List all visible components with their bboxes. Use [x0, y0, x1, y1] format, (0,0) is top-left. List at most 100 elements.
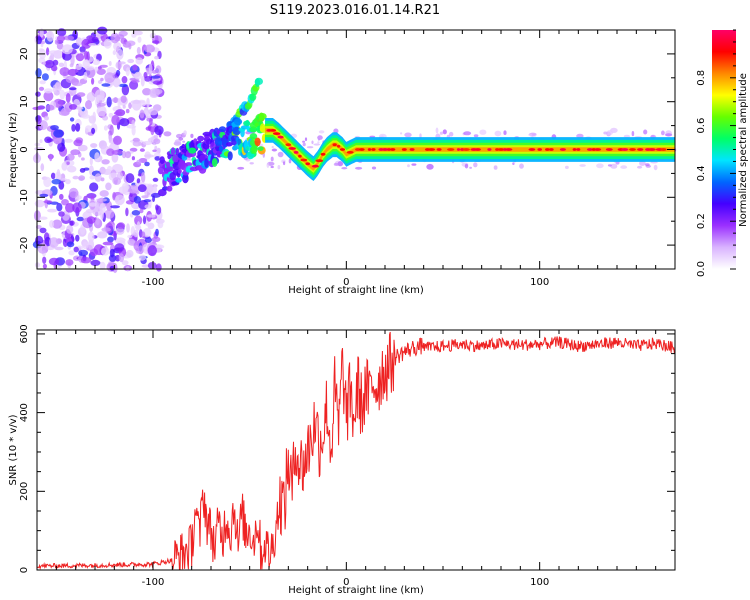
- spectrogram-noise-blob: [108, 112, 114, 118]
- spectrogram-noise-blob: [132, 140, 142, 147]
- spectrogram-peak-blob: [559, 148, 567, 151]
- spectrogram-noise-blob: [144, 237, 152, 244]
- spectrogram-noise-blob: [277, 151, 284, 158]
- spectrogram-noise-blob: [603, 131, 608, 135]
- spectrogram-noise-blob: [59, 193, 64, 200]
- spectrogram-peak-blob: [320, 152, 326, 156]
- spectrogram-noise-blob: [141, 231, 146, 239]
- spectrogram-noise-blob: [73, 246, 79, 253]
- spectrogram-ylabel: Frequency (Hz): [8, 112, 19, 188]
- spectrogram-noise-blob: [39, 193, 49, 198]
- spectrogram-noise-blob: [528, 133, 533, 136]
- spectrogram-noise-blob: [65, 93, 71, 103]
- spectrogram-noise-blob: [69, 63, 74, 68]
- spectrogram-peak-blob: [505, 148, 513, 151]
- colorbar-label: Normalized spectral amplitude: [738, 73, 749, 227]
- spectrogram-ridge-blob: [218, 126, 227, 133]
- spectrogram-noise-blob: [104, 72, 115, 83]
- spectrogram-noise-blob: [151, 88, 163, 95]
- spectrogram-branch-blob: [254, 77, 263, 85]
- spectrogram-noise-blob: [115, 61, 123, 69]
- colorbar-ticks: 0.0 0.2 0.4 0.6 0.8: [696, 29, 736, 277]
- spectrogram-noise-blob: [127, 58, 135, 64]
- spectrogram-noise-blob: [147, 262, 157, 270]
- snr-y-ticks: 0 200 400 600: [19, 324, 675, 573]
- spectrogram-noise-blob: [119, 118, 130, 127]
- spectrogram-noise-blob: [82, 241, 89, 250]
- spectrogram-noise-blob: [113, 135, 122, 145]
- spectrogram-noise-blob: [277, 165, 281, 170]
- spectrogram-noise-blob: [117, 98, 121, 109]
- spectrogram-noise-blob: [112, 50, 117, 56]
- spectrogram-noise-blob: [596, 163, 604, 169]
- spectrogram-noise-blob: [155, 228, 159, 237]
- spectrogram-noise-blob: [37, 242, 48, 254]
- spectrogram-noise-blob: [473, 162, 478, 168]
- spectrogram-noise-blob: [39, 80, 46, 85]
- spectrogram-noise-blob: [146, 185, 154, 192]
- spectrogram-noise-blob: [407, 164, 410, 168]
- spectrogram-peak-blob: [462, 148, 470, 151]
- spectrogram-noise-blob: [48, 237, 59, 248]
- spectrogram-noise-blob: [607, 164, 612, 167]
- spectrogram-noise-blob: [143, 71, 148, 79]
- spectrogram-noise-blob: [304, 137, 308, 141]
- spectrogram-noise-blob: [118, 253, 125, 263]
- spectrogram-noise-blob: [39, 216, 48, 220]
- spectrogram-noise-blob: [58, 110, 70, 116]
- spectrogram-noise-blob: [46, 138, 54, 143]
- spectrogram-noise-blob: [371, 166, 377, 170]
- spectrogram-noise-blob: [183, 130, 187, 136]
- spectrogram-peak-blob: [277, 135, 284, 139]
- x-tick-label: 0: [343, 277, 349, 288]
- spectrogram-noise-blob: [143, 154, 155, 158]
- spectrogram-noise-blob: [144, 204, 152, 209]
- spectrogram-noise-blob: [40, 163, 45, 172]
- spectrogram-noise-blob: [157, 220, 164, 229]
- spectrogram-noise-blob: [400, 132, 403, 135]
- spectrogram-noise-blob: [82, 59, 91, 69]
- spectrogram-noise-blob: [137, 36, 142, 43]
- spectrogram-noise-blob: [152, 177, 159, 182]
- spectrogram-noise-blob: [72, 175, 79, 180]
- spectrogram-noise-blob: [64, 138, 73, 143]
- spectrogram-noise-blob: [54, 39, 59, 45]
- spectrogram-noise-blob: [96, 198, 108, 202]
- spectrogram-noise-blob: [131, 32, 137, 38]
- spectrogram-noise-blob: [109, 265, 115, 271]
- spectrogram-noise-blob: [151, 70, 158, 74]
- spectrogram-noise-blob: [131, 210, 141, 216]
- spectrogram-noise-blob: [111, 114, 120, 126]
- spectrogram-noise-blob: [108, 61, 112, 66]
- spectrogram-noise-blob: [121, 84, 130, 96]
- spectrogram-noise-blob: [144, 44, 155, 53]
- spectrogram-ridge-blob: [175, 147, 180, 156]
- spectrogram-noise-blob: [50, 125, 59, 131]
- spectrogram-noise-blob: [89, 182, 99, 192]
- spectrogram-noise-blob: [69, 87, 77, 91]
- spectrogram-ridge-blob: [204, 158, 209, 168]
- spectrogram-ridge-blob: [185, 162, 193, 167]
- x-tick-label: -100: [142, 277, 165, 288]
- spectrogram-noise-blob: [101, 247, 110, 256]
- spectrogram-noise-blob: [97, 231, 108, 239]
- spectrogram-noise-blob: [153, 134, 159, 139]
- spectrogram-noise-blob: [579, 164, 586, 167]
- spectrogram-noise-blob: [449, 131, 454, 137]
- spectrogram-ridge-blob: [211, 158, 218, 167]
- spectrogram-peak-blob: [381, 148, 389, 151]
- spectrogram-noise-blob: [302, 140, 306, 143]
- spectrogram-peak-blob: [293, 151, 299, 154]
- spectrogram-noise-blob: [80, 257, 92, 264]
- spectrogram-xlabel: Height of straight line (km): [288, 285, 424, 296]
- spectrogram-noise-blob: [148, 108, 159, 116]
- spectrogram-noise-blob: [75, 37, 83, 46]
- spectrogram-noise-blob: [99, 140, 104, 147]
- spectrogram-noise-blob: [68, 250, 75, 256]
- spectrogram-noise-blob: [174, 139, 181, 145]
- spectrogram-noise-blob: [125, 67, 130, 77]
- spectrogram-noise-blob: [116, 222, 126, 230]
- spectrogram-noise-blob: [96, 105, 107, 117]
- spectrogram-noise-blob: [120, 95, 127, 103]
